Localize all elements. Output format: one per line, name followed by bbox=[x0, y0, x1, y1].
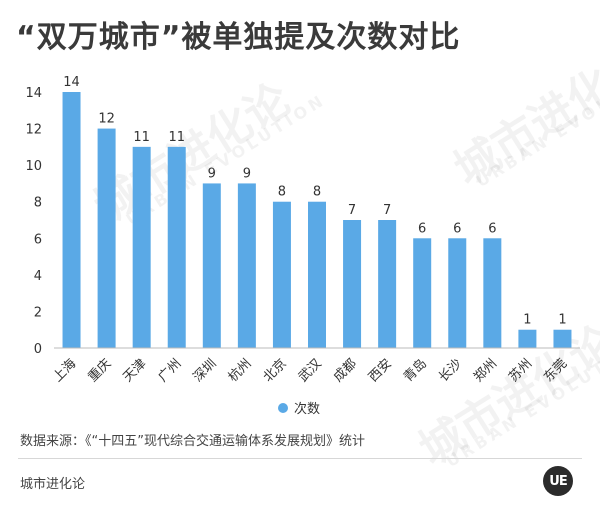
x-axis: 上海 重庆 天津 广州 深圳 杭州 北京 武汉 成都 西安 青岛 长沙 郑州 苏州 东莞 bbox=[50, 347, 580, 386]
bar bbox=[378, 220, 397, 348]
x-tick-label: 长沙 bbox=[436, 356, 465, 385]
data-label: 9 bbox=[243, 166, 251, 181]
legend: 次数 bbox=[278, 401, 320, 417]
data-label: 11 bbox=[168, 130, 185, 145]
bar bbox=[413, 238, 432, 348]
data-label: 6 bbox=[453, 221, 461, 236]
legend-marker bbox=[278, 403, 288, 413]
x-tick-label: 天津 bbox=[120, 356, 149, 385]
x-tick-label: 北京 bbox=[261, 356, 290, 385]
data-label: 1 bbox=[523, 313, 531, 328]
y-tick-label: 0 bbox=[34, 342, 42, 357]
chart-title: “双万城市”被单独提及次数对比 bbox=[16, 20, 461, 55]
data-label: 7 bbox=[383, 203, 391, 218]
y-tick-label: 12 bbox=[25, 123, 42, 138]
brand-name: 城市进化论 bbox=[20, 477, 86, 492]
x-tick-label: 武汉 bbox=[296, 356, 325, 385]
data-label: 8 bbox=[278, 185, 286, 200]
bar bbox=[483, 238, 502, 348]
brand-logo: UE bbox=[543, 466, 573, 496]
bar bbox=[308, 201, 326, 348]
bar bbox=[132, 146, 151, 348]
x-tick-label: 西安 bbox=[366, 356, 395, 385]
data-label: 8 bbox=[313, 185, 321, 200]
x-tick-label: 深圳 bbox=[191, 356, 220, 385]
data-label: 9 bbox=[208, 166, 216, 181]
y-tick-label: 8 bbox=[34, 196, 42, 211]
data-label: 12 bbox=[98, 112, 115, 127]
footer-divider bbox=[18, 458, 582, 459]
bar bbox=[237, 183, 256, 348]
x-tick-label: 东莞 bbox=[541, 356, 570, 385]
x-tick-label: 重庆 bbox=[85, 356, 115, 386]
bar bbox=[62, 92, 81, 348]
bar bbox=[167, 146, 186, 348]
y-tick-label: 4 bbox=[34, 269, 42, 284]
x-tick-label: 广州 bbox=[156, 356, 185, 385]
x-tick-label: 成都 bbox=[331, 356, 360, 385]
bar bbox=[518, 329, 537, 348]
legend-label: 次数 bbox=[294, 401, 320, 417]
y-tick-label: 10 bbox=[25, 159, 42, 174]
bar bbox=[448, 238, 467, 348]
bar bbox=[272, 201, 291, 348]
x-tick-label: 上海 bbox=[50, 356, 79, 385]
data-label: 7 bbox=[348, 203, 356, 218]
data-label: 6 bbox=[418, 221, 426, 236]
y-axis: 0 2 4 6 8 10 12 14 bbox=[25, 86, 42, 357]
data-source-note: 数据来源：《“十四五”现代综合交通运输体系发展规划》统计 bbox=[20, 434, 365, 449]
y-tick-label: 6 bbox=[34, 232, 42, 247]
x-tick-label: 青岛 bbox=[400, 356, 430, 386]
bar bbox=[97, 128, 116, 348]
bar bbox=[343, 220, 362, 348]
y-tick-label: 2 bbox=[34, 305, 42, 320]
data-label: 11 bbox=[133, 130, 150, 145]
x-tick-label: 苏州 bbox=[506, 356, 536, 386]
y-tick-label: 14 bbox=[25, 86, 42, 101]
x-tick-label: 郑州 bbox=[471, 356, 500, 385]
data-label: 6 bbox=[488, 221, 496, 236]
data-label: 14 bbox=[63, 75, 80, 90]
x-tick-label: 杭州 bbox=[226, 356, 255, 385]
bar bbox=[202, 183, 221, 348]
data-label: 1 bbox=[558, 313, 566, 328]
bar bbox=[553, 329, 572, 348]
